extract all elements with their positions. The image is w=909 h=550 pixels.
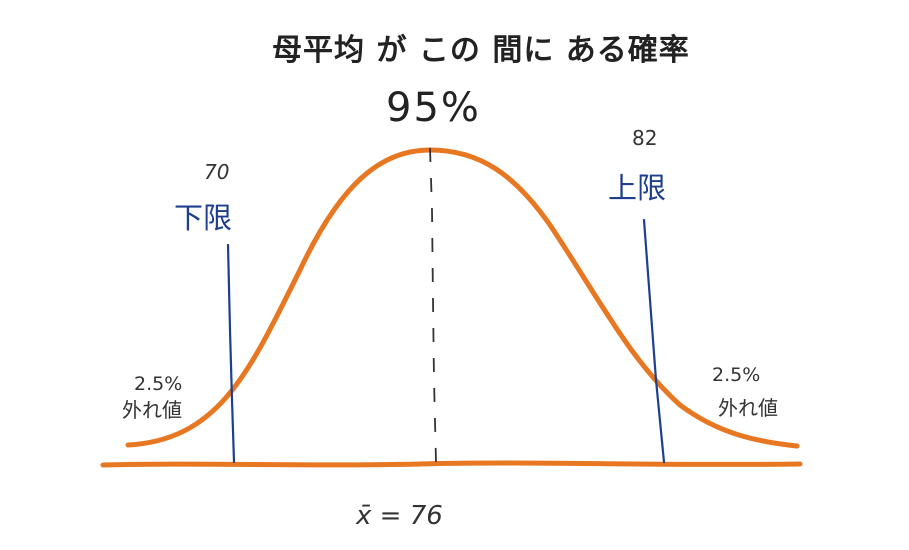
diagram-title: 母平均 が この 間に ある確率: [272, 33, 690, 68]
center-dashed-line: [429, 147, 437, 463]
right-tail-percent: 2.5%: [712, 364, 761, 386]
left-tail-label: 外れ値: [122, 398, 182, 422]
baseline-axis: [100, 460, 803, 468]
lower-bound-line: [226, 243, 236, 464]
right-tail-label: 外れ値: [718, 396, 778, 420]
lower-bound-value: 70: [204, 160, 230, 184]
upper-bound-line: [642, 218, 666, 464]
sample-mean-label: x̄ = 76: [356, 501, 443, 531]
lower-bound-label: 下限: [174, 201, 233, 235]
bell-curve: [125, 147, 800, 449]
confidence-level: 95%: [386, 85, 481, 131]
left-tail-percent: 2.5%: [134, 373, 183, 395]
upper-bound-value: 82: [632, 126, 658, 150]
upper-bound-label: 上限: [608, 171, 667, 205]
